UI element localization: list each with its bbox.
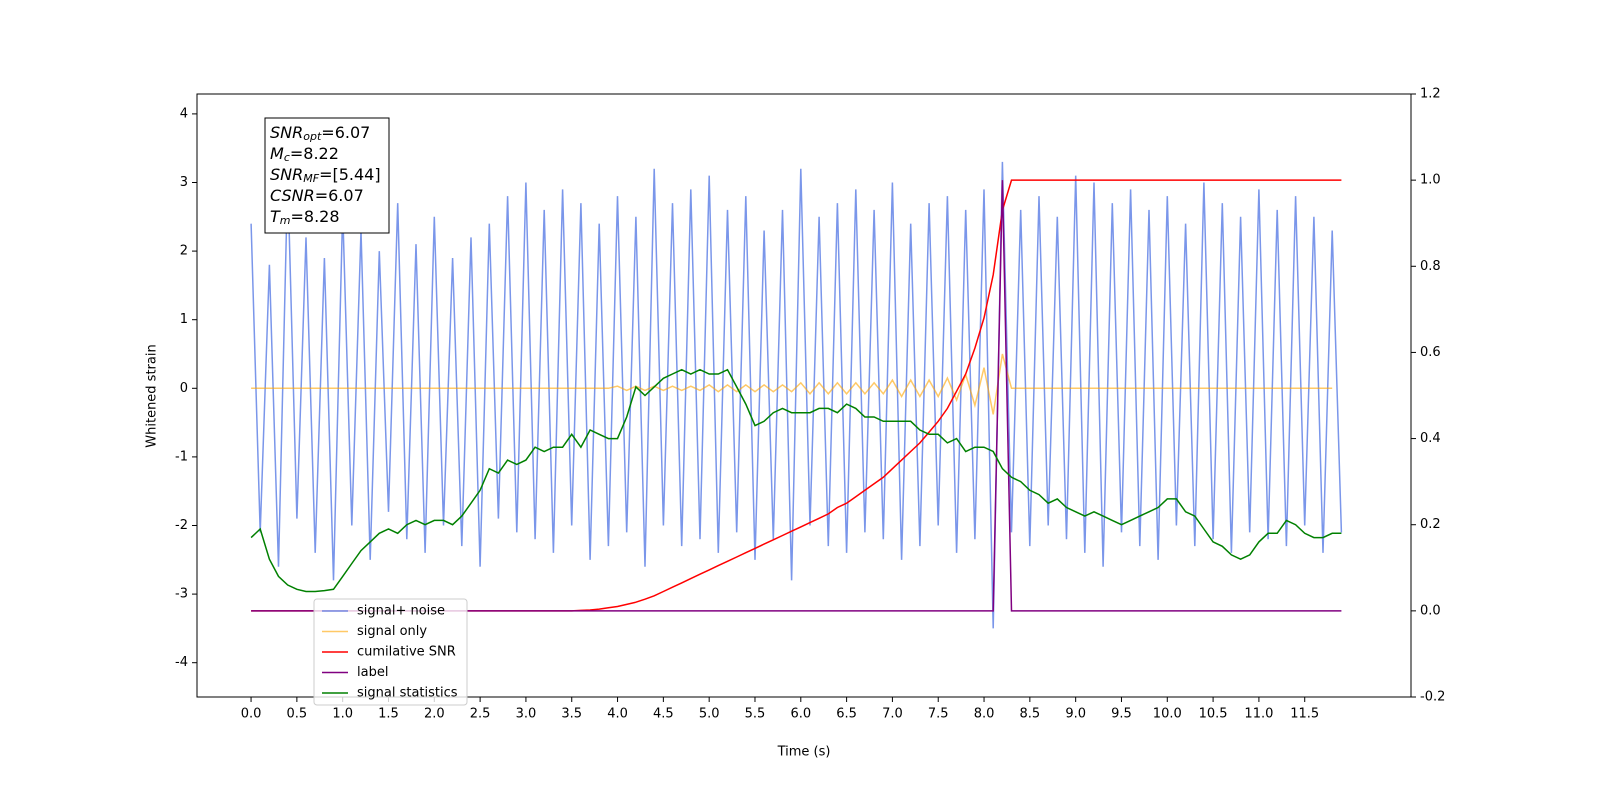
annotation-box	[264, 117, 390, 234]
annotation-text: =8.22	[290, 144, 339, 163]
x-tick-label: 10.0	[1153, 707, 1182, 722]
y2-tick-label: 0.4	[1420, 431, 1441, 446]
annotation-subscript: c	[284, 151, 290, 164]
x-tick-label: 11.5	[1290, 707, 1319, 722]
annotation-text: =8.28	[291, 207, 340, 226]
annotation-text: =6.07	[315, 186, 364, 205]
annotation-line: CSNR=6.07	[270, 186, 364, 205]
y2-tick-label: 0.0	[1420, 603, 1441, 618]
y2-tick-label: 0.2	[1420, 517, 1441, 532]
annotation-line: SNRMF=[5.44]	[270, 165, 381, 186]
x-tick-label: 5.0	[699, 707, 720, 722]
x-tick-label: 2.0	[424, 707, 445, 722]
y2-tick-label: 1.0	[1420, 173, 1441, 188]
x-tick-label: 6.0	[790, 707, 811, 722]
x-tick-label: 8.0	[974, 707, 995, 722]
y-tick-label: 4	[180, 106, 188, 121]
annotation-line: SNRopt=6.07	[270, 123, 370, 144]
annotation-symbol: T	[270, 207, 281, 226]
y-axis-label: Whitened strain	[145, 344, 160, 447]
annotation-line: Tm=8.28	[270, 207, 340, 228]
x-axis-label: Time (s)	[777, 745, 831, 760]
annotation-symbol: SNR	[270, 165, 303, 184]
y2-tick-label: 0.8	[1420, 259, 1441, 274]
x-tick-label: 9.0	[1065, 707, 1086, 722]
x-tick-label: 3.0	[516, 707, 537, 722]
y2-tick-label: 0.6	[1420, 345, 1441, 360]
legend-box	[313, 598, 468, 706]
x-tick-label: 3.5	[561, 707, 582, 722]
series-line	[250, 161, 1343, 629]
annotation-symbol: CSNR	[270, 186, 315, 205]
plot-frame	[196, 93, 1412, 698]
x-tick-label: 1.0	[332, 707, 353, 722]
legend-label: signal+ noise	[357, 604, 445, 619]
y-tick-label: -2	[175, 518, 188, 533]
x-tick-label: 6.5	[836, 707, 857, 722]
legend-label: signal only	[357, 624, 427, 639]
x-tick-label: 9.5	[1111, 707, 1132, 722]
x-tick-label: 7.0	[882, 707, 903, 722]
x-tick-label: 0.5	[287, 707, 308, 722]
y-tick-label: -4	[175, 655, 188, 670]
y-tick-label: -1	[175, 449, 188, 464]
legend-label: signal statistics	[357, 686, 458, 701]
y2-tick-label: 1.2	[1420, 87, 1441, 102]
x-tick-label: 4.5	[653, 707, 674, 722]
y-tick-label: -3	[175, 587, 188, 602]
annotation-symbol: M	[270, 144, 284, 163]
annotation-line: Mc=8.22	[270, 144, 339, 165]
x-tick-label: 1.5	[378, 707, 399, 722]
x-tick-label: 11.0	[1244, 707, 1273, 722]
x-tick-label: 7.5	[928, 707, 949, 722]
y-tick-label: 1	[180, 312, 188, 327]
annotation-text: =[5.44]	[319, 165, 381, 184]
y-tick-label: 0	[180, 381, 188, 396]
x-tick-label: 5.5	[745, 707, 766, 722]
series-line	[250, 368, 1342, 593]
x-tick-label: 0.0	[241, 707, 262, 722]
annotation-subscript: opt	[303, 130, 322, 143]
annotation-subscript: MF	[303, 172, 319, 185]
x-tick-label: 4.0	[607, 707, 628, 722]
x-tick-label: 8.5	[1020, 707, 1041, 722]
y2-tick-label: -0.2	[1420, 690, 1445, 705]
x-tick-label: 2.5	[470, 707, 491, 722]
y-tick-label: 3	[180, 175, 188, 190]
x-tick-label: 10.5	[1199, 707, 1228, 722]
annotation-subscript: m	[280, 214, 291, 227]
annotation-text: =6.07	[321, 123, 370, 142]
legend-label: label	[357, 665, 388, 680]
legend-label: cumilative SNR	[357, 645, 456, 660]
series-line	[251, 353, 1333, 415]
y-tick-label: 2	[180, 244, 188, 259]
annotation-symbol: SNR	[270, 123, 303, 142]
